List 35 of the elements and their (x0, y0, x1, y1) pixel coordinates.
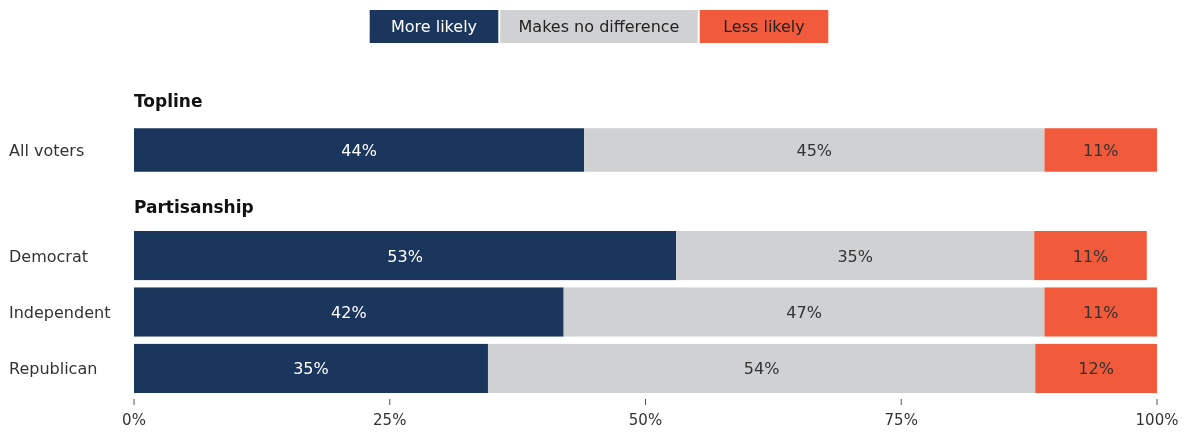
chart-title: Partisanship (134, 197, 254, 217)
data-label: 47% (786, 303, 822, 322)
data-label: 53% (387, 246, 423, 266)
data-label: 35% (293, 359, 329, 379)
data-label: 54% (743, 359, 780, 379)
data-label: 44% (341, 141, 377, 160)
data-label: 45% (796, 141, 833, 160)
bar (134, 231, 677, 281)
x-tick-label: 100% (1135, 411, 1179, 429)
bar (134, 343, 488, 393)
text: More likely (390, 17, 478, 36)
x-tick-label: 0% (122, 411, 146, 429)
bar (1034, 231, 1147, 281)
data-label: 42% (331, 303, 367, 322)
x-tick-label: 75% (884, 411, 918, 429)
text: Makes no difference (518, 17, 680, 36)
y-tick-label: Independent (9, 303, 111, 322)
y-tick-label: Republican (9, 359, 98, 379)
data-label: 11% (1082, 303, 1119, 322)
data-label: 11% (1072, 246, 1109, 266)
y-tick-label: All voters (9, 141, 85, 160)
text: Less likely (723, 17, 805, 36)
data-label: 11% (1082, 141, 1119, 160)
bar (676, 231, 1035, 281)
x-tick-label: 25% (373, 411, 407, 429)
chart-title: Topline (134, 91, 203, 111)
bar (563, 287, 1045, 337)
x-tick-label: 50% (628, 411, 663, 429)
bar (487, 343, 1036, 393)
data-label: 35% (837, 246, 873, 266)
y-tick-label: Democrat (9, 246, 88, 266)
bar (1044, 287, 1157, 337)
bar (134, 287, 564, 337)
data-label: 12% (1078, 359, 1114, 379)
bar (1035, 343, 1157, 393)
